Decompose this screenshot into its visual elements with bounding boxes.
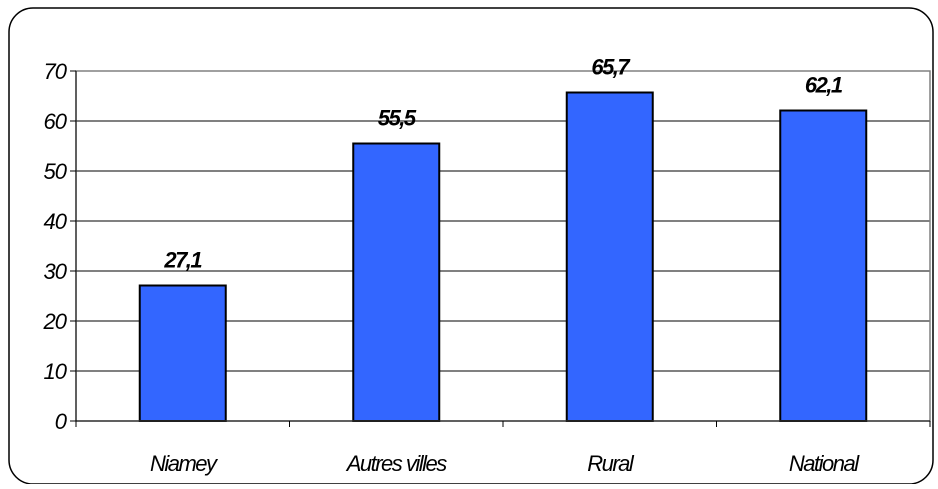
bar: [779, 109, 868, 422]
y-tick-labels: 0 10 20 30 40 50 60 70: [43, 59, 69, 434]
axis-ticks: [70, 70, 931, 427]
bar-value-label: 62,1: [805, 73, 843, 98]
y-tick-label: 0: [55, 409, 68, 434]
y-tick-label: 50: [44, 159, 68, 184]
y-tick-label: 40: [44, 209, 68, 234]
y-tick-label: 30: [44, 259, 68, 284]
x-category-label: Rural: [587, 451, 635, 476]
bar: [352, 142, 441, 422]
y-tick-label: 60: [44, 109, 68, 134]
bar: [565, 91, 654, 422]
bar-value-label: 55,5: [378, 106, 417, 131]
x-category-label: Autres villes: [345, 451, 448, 476]
bar: [138, 284, 227, 422]
y-tick-label: 10: [44, 359, 68, 384]
y-tick-label: 70: [44, 59, 68, 84]
bar-value-label: 27,1: [163, 248, 202, 273]
bar-value-label: 65,7: [591, 55, 631, 80]
x-category-label: Niamey: [150, 451, 219, 476]
y-tick-label: 20: [43, 309, 68, 334]
bar-value-labels: 27,1 55,5 65,7 62,1: [163, 55, 844, 273]
x-category-label: National: [789, 451, 860, 476]
x-category-labels: Niamey Autres villes Rural National: [150, 451, 862, 476]
